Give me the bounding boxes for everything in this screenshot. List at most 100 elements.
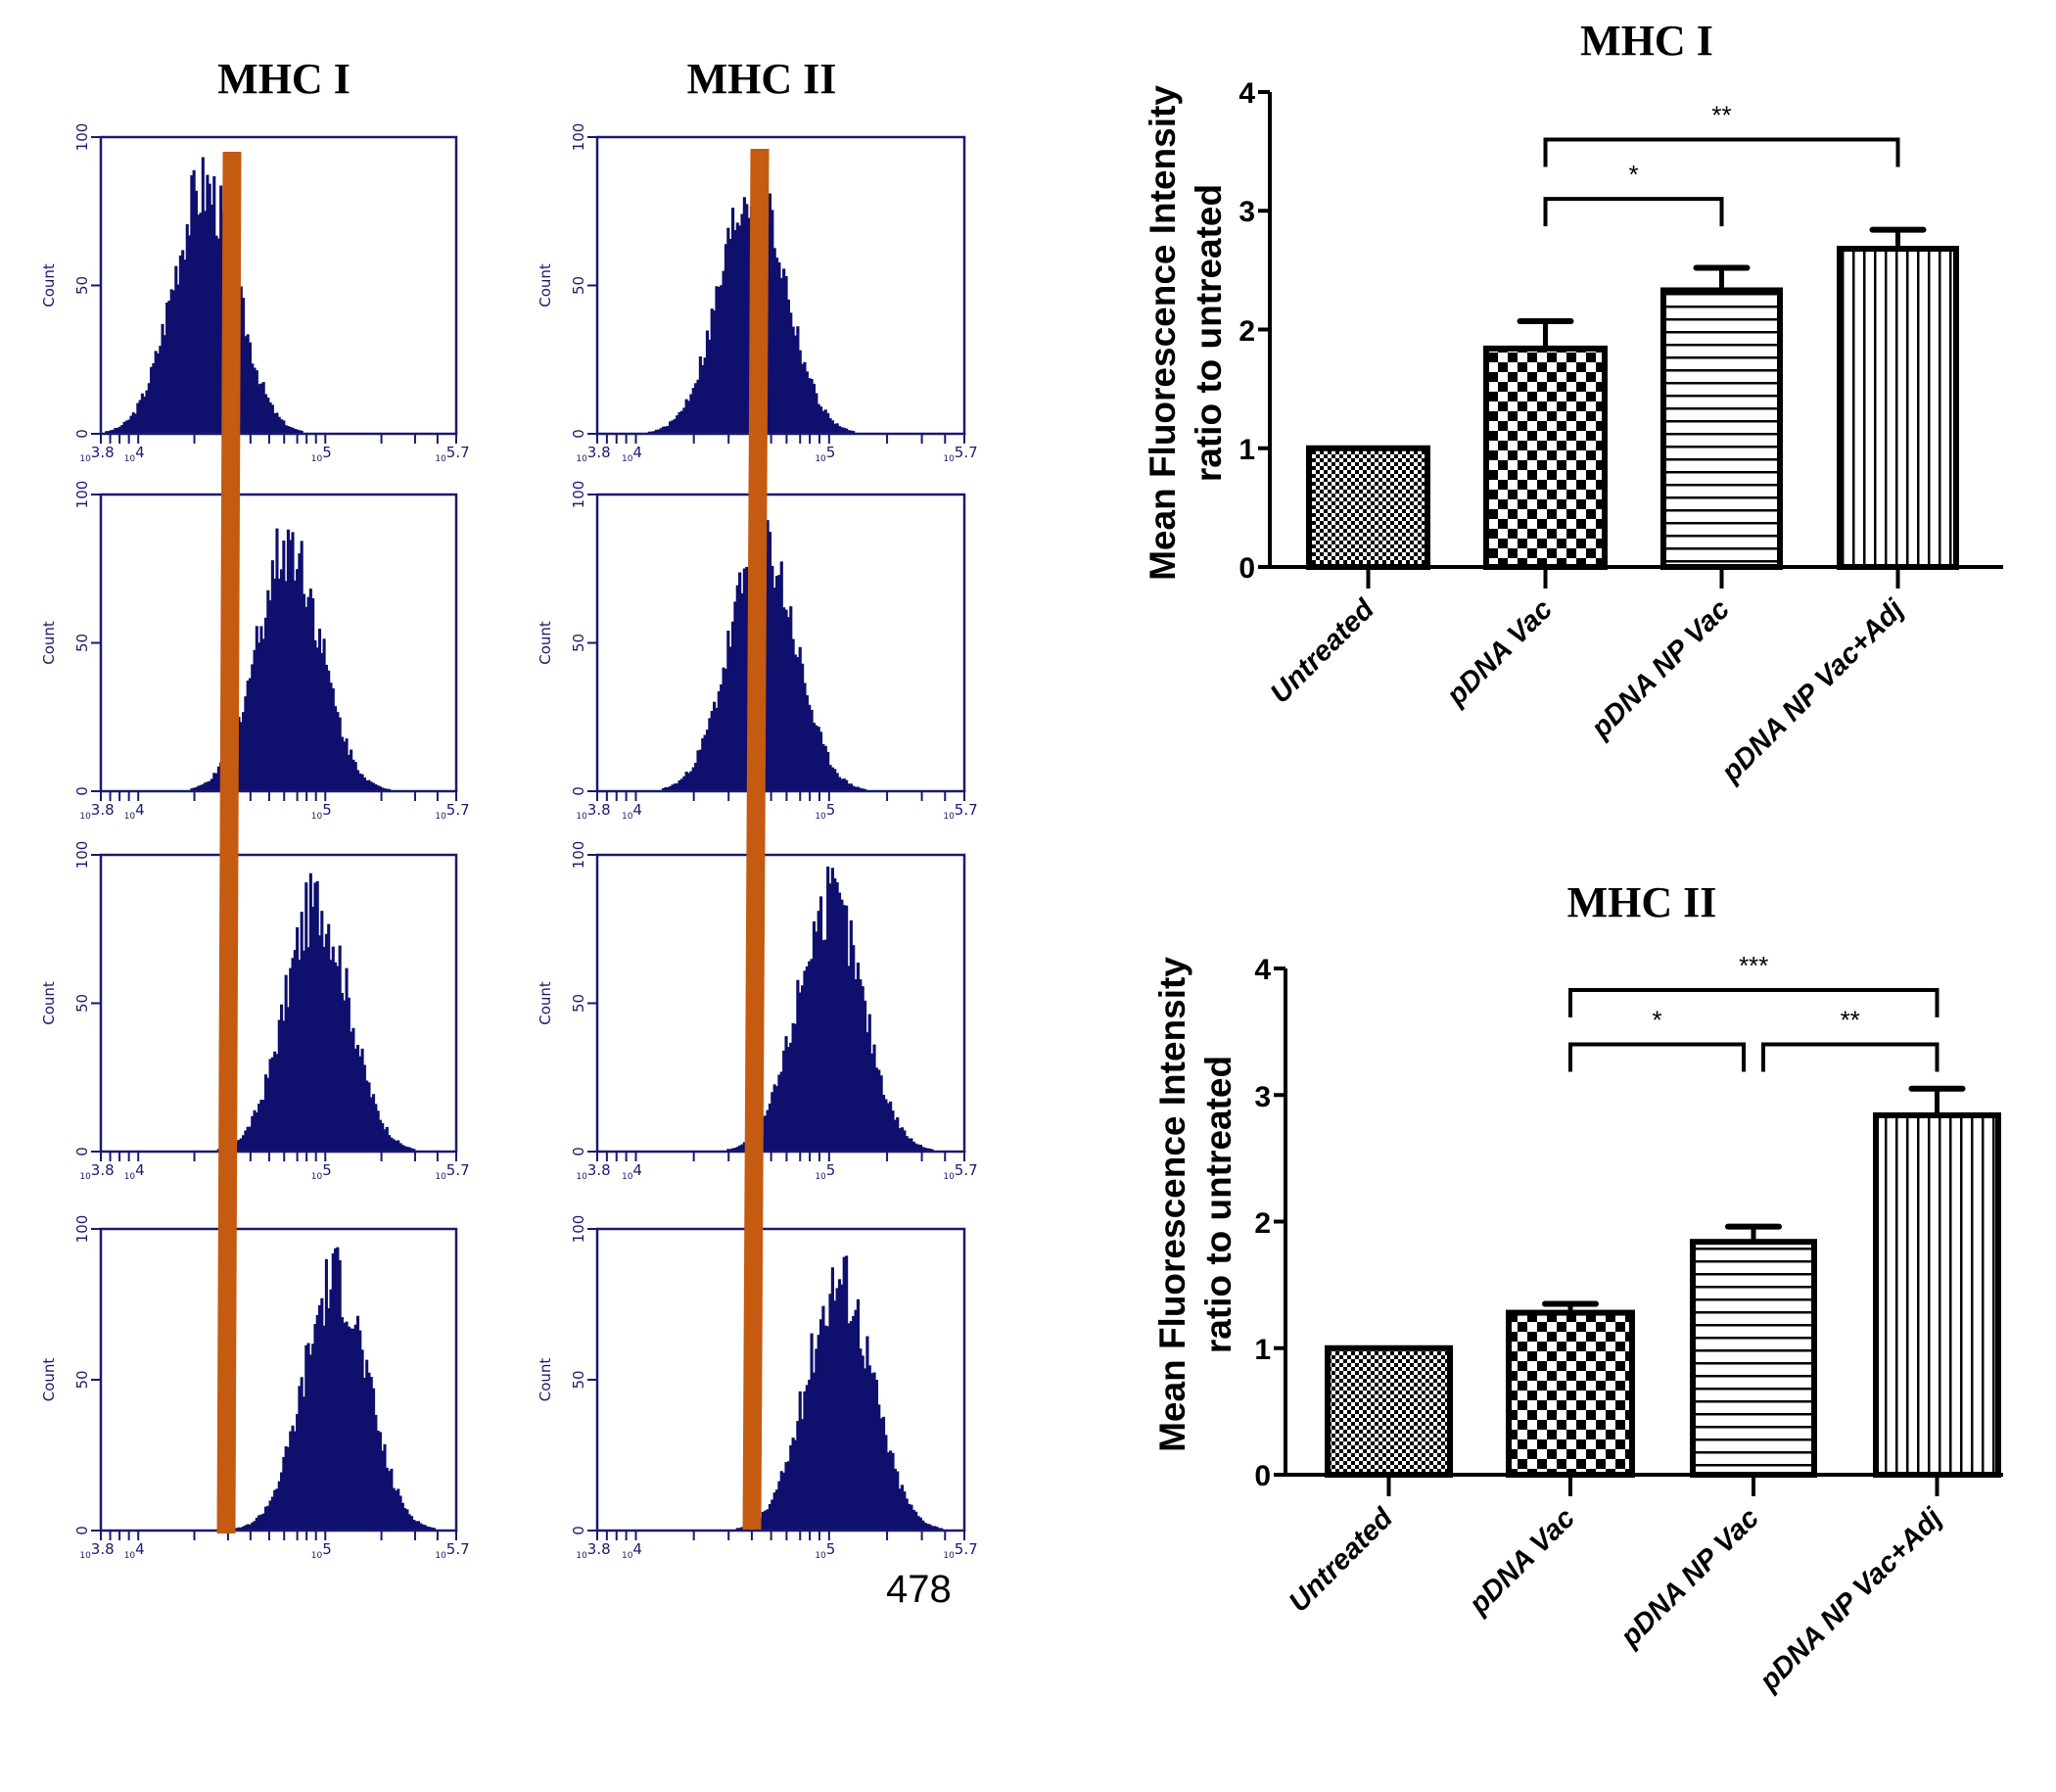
y-tick-label: 0 (73, 1147, 91, 1156)
y-tick-label: 50 (570, 276, 587, 295)
bar-pdna-np-vac (1660, 287, 1783, 570)
y-tick-label: 100 (73, 481, 91, 509)
x-tick-label-pdna-np-vac: pDNA NP Vac (1585, 593, 1736, 744)
x-tick-label: 105.7 (943, 444, 977, 464)
histogram-grid: 0 50 100 Count 103.8 104 105 105.7 0 50 100 Count 10… (40, 123, 978, 1561)
x-tick-label: 104 (124, 801, 145, 822)
significance-label: * (1628, 160, 1638, 189)
y-axis-label: Count (537, 621, 554, 665)
y-axis-label: Count (40, 981, 58, 1025)
x-tick-label-pdna-np-vac: pDNA NP Vac (1614, 1502, 1765, 1653)
y-tick-label: 0 (73, 429, 91, 439)
y-axis-label: Count (40, 263, 58, 307)
bar-pdna-vac (1483, 345, 1608, 570)
histogram-panel-mhc1-1: 0 50 100 Count 103.8 104 105 105.7 (40, 123, 470, 464)
significance-label: * (1652, 1006, 1661, 1035)
significance-label: ** (1841, 1006, 1860, 1035)
bar-pdna-np-vac (1690, 1239, 1817, 1479)
histogram-panel-mhc2-1: 0 50 100 Count 103.8 104 105 105.7 (537, 123, 978, 464)
bar-untreated (1325, 1344, 1453, 1478)
y-tick-label: 50 (73, 276, 91, 295)
x-tick-label-pdna-np-vac-adj: pDNA NP Vac+Adj (1753, 1502, 1949, 1698)
significance-bracket (1543, 137, 1900, 167)
x-tick-label: 103.8 (79, 1540, 114, 1561)
x-tick-label-untreated: Untreated (1284, 1501, 1400, 1618)
x-tick-label: 105.7 (943, 1540, 977, 1561)
x-tick-label: 104 (622, 801, 642, 822)
x-tick-label: 103.8 (576, 444, 610, 464)
histogram-panel-mhc1-4: 0 50 100 Count 103.8 104 105 105.7 (40, 1215, 470, 1561)
y-tick-label: 50 (73, 634, 91, 652)
x-tick-labels: Untreated pDNA Vac pDNA NP Vac pDNA NP V… (1284, 1501, 1949, 1697)
y-axis-label-line2: ratio to untreated (1189, 184, 1229, 482)
histogram-distribution (597, 1255, 966, 1532)
x-tick-label: 103.8 (79, 444, 114, 464)
y-axis-label: Count (40, 1358, 58, 1402)
x-tick-label: 104 (124, 1540, 145, 1561)
x-tick-label: 105.7 (435, 1540, 469, 1561)
x-tick-label-untreated: Untreated (1265, 592, 1381, 709)
y-tick-label: 0 (1238, 552, 1255, 585)
y-tick-label: 3 (1254, 1081, 1271, 1113)
page-number: 478 (886, 1568, 952, 1611)
x-tick-label: 105 (311, 1161, 332, 1182)
x-tick-label: 105.7 (435, 1161, 469, 1182)
histogram-distribution (101, 872, 458, 1153)
y-axis-label: Count (537, 981, 554, 1025)
bar-chart-mhc1: MHC I Mean Fluorescence Intensity ratio … (1143, 17, 2003, 789)
x-tick-label-pdna-np-vac-adj: pDNA NP Vac+Adj (1715, 593, 1911, 789)
histogram-distribution (597, 866, 966, 1153)
histogram-panel-mhc2-4: 0 50 100 Count 103.8 104 105 105.7 (537, 1215, 978, 1561)
y-tick-label: 100 (73, 841, 91, 870)
y-tick-label: 100 (570, 841, 587, 870)
x-tick-label-pdna-vac: pDNA Vac (1463, 1502, 1581, 1621)
y-tick-label: 4 (1238, 77, 1255, 110)
histogram-panel-mhc2-3: 0 50 100 Count 103.8 104 105 105.7 (537, 841, 978, 1182)
y-axis-label-line2: ratio to untreated (1198, 1056, 1238, 1353)
histogram-distribution (597, 163, 966, 435)
significance-bracket (1568, 1042, 1746, 1072)
histogram-panel-mhc1-3: 0 50 100 Count 103.8 104 105 105.7 (40, 841, 470, 1182)
x-tick-label: 105 (815, 1161, 835, 1182)
x-tick-label: 103.8 (576, 1540, 610, 1561)
y-tick-label: 100 (570, 123, 587, 152)
x-tick-label: 104 (622, 1161, 642, 1182)
y-tick-label: 50 (570, 634, 587, 652)
significance-label: *** (1739, 951, 1768, 980)
x-tick-label: 103.8 (79, 1161, 114, 1182)
y-tick-label: 100 (570, 1215, 587, 1244)
y-axis-label: Count (40, 621, 58, 665)
x-tick-label: 105.7 (435, 444, 469, 464)
x-tick-label: 104 (622, 444, 642, 464)
bar-pdna-np-vac-adj (1873, 1111, 2001, 1479)
reference-line-mhc2 (742, 148, 770, 1531)
histogram-title-mhc2: MHC II (687, 55, 837, 103)
y-tick-label: 0 (570, 786, 587, 796)
x-tick-label: 104 (124, 1161, 145, 1182)
x-tick-label: 104 (622, 1540, 642, 1561)
y-tick-label: 0 (73, 1526, 91, 1535)
y-tick-label: 0 (570, 429, 587, 439)
y-tick-label: 2 (1254, 1207, 1271, 1240)
significance-bracket (1568, 987, 1939, 1017)
chart-title: MHC II (1567, 878, 1717, 926)
x-tick-label: 105 (311, 801, 332, 822)
y-tick-label: 1 (1238, 434, 1255, 466)
significance-bracket (1543, 197, 1724, 227)
x-tick-label: 105.7 (943, 1161, 977, 1182)
y-tick-label: 100 (570, 481, 587, 509)
y-axis-label: Count (537, 263, 554, 307)
histogram-distribution (101, 1247, 458, 1532)
histogram-distribution (597, 508, 966, 792)
x-tick-label: 105 (815, 444, 835, 464)
y-tick-label: 50 (570, 994, 587, 1013)
histogram-panel-mhc1-2: 0 50 100 Count 103.8 104 105 105.7 (40, 481, 470, 822)
x-tick-label: 105.7 (435, 801, 469, 822)
y-tick-label: 50 (570, 1370, 587, 1389)
bar-pdna-np-vac-adj (1837, 246, 1959, 571)
x-tick-label: 105 (311, 444, 332, 464)
histogram-panel-mhc2-2: 0 50 100 Count 103.8 104 105 105.7 (537, 481, 978, 822)
y-axis-label-line1: Mean Fluorescence Intensity (1152, 957, 1192, 1452)
x-tick-label-pdna-vac: pDNA Vac (1440, 593, 1559, 712)
